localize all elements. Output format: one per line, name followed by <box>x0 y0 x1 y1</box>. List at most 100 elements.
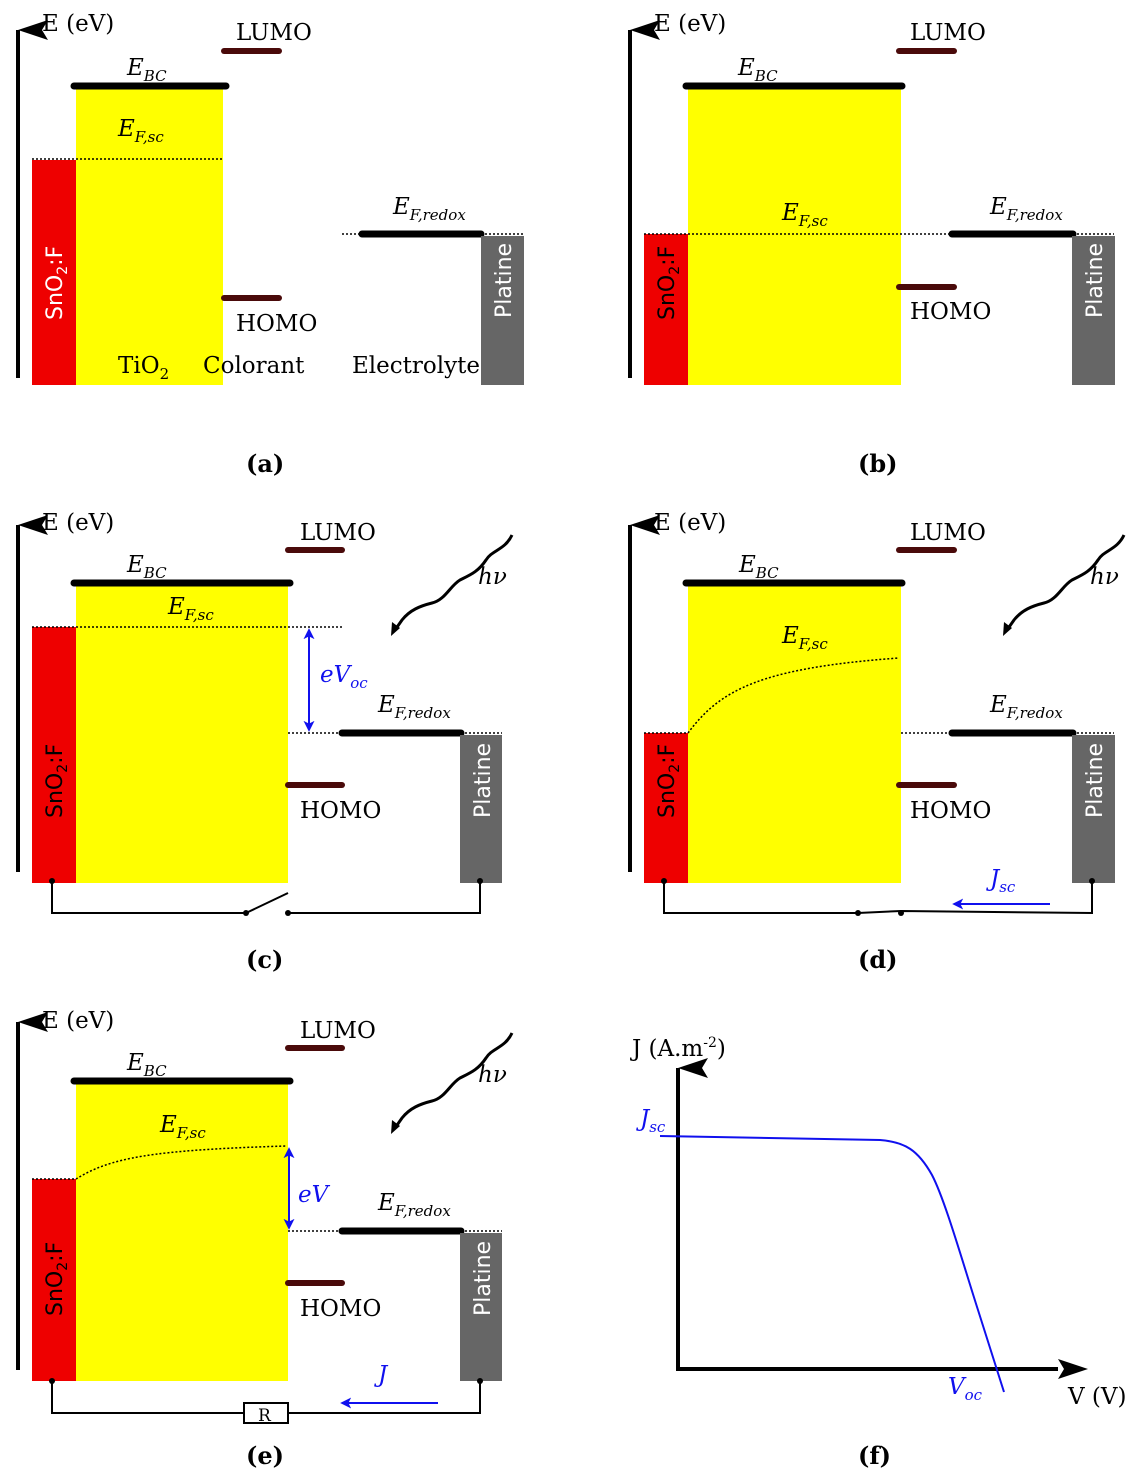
switch-contact-left <box>855 910 861 916</box>
ebc-label: EBC <box>737 55 778 85</box>
panel-a: E (eV) LUMO HOMO EBC EF,sc EF,redox SnO2… <box>16 11 524 478</box>
ebc-label: EBC <box>126 552 167 582</box>
efredox-label: EF,redox <box>989 194 1063 224</box>
homo-label: HOMO <box>300 798 381 824</box>
panel-b: E (eV) LUMO HOMO EBC EF,sc EF,redox SnO2… <box>628 11 1115 478</box>
platine-label: Platine <box>1083 243 1108 318</box>
tio2-layer <box>76 583 288 883</box>
energy-axis-label: E (eV) <box>42 11 114 37</box>
lumo-label: LUMO <box>300 520 376 546</box>
jv-curve <box>659 1135 1005 1393</box>
homo-label: HOMO <box>910 798 991 824</box>
caption-d: (d) <box>858 945 898 974</box>
fto-layer <box>32 627 76 883</box>
platine-label: Platine <box>1083 743 1108 818</box>
external-circuit <box>663 881 1093 915</box>
efsc-label: EF,sc <box>159 1112 206 1142</box>
v-axis-arrowhead <box>1058 1359 1088 1379</box>
v-axis-label: V (V) <box>1067 1384 1126 1410</box>
ebc-label: EBC <box>126 55 167 85</box>
homo-label: HOMO <box>910 299 991 325</box>
efsc-label: EF,sc <box>117 116 164 146</box>
tio2-label: TiO2 <box>118 353 169 383</box>
tio2-layer <box>688 86 901 385</box>
resistor-label: R <box>258 1406 272 1426</box>
efsc-label: EF,sc <box>781 623 828 653</box>
fto-label: SnO2:F <box>655 246 683 320</box>
platine-label: Platine <box>492 243 517 318</box>
platine-electrode <box>1072 236 1115 385</box>
homo-label: HOMO <box>300 1296 381 1322</box>
lumo-label: LUMO <box>300 1018 376 1044</box>
caption-e: (e) <box>246 1441 284 1470</box>
caption-a: (a) <box>246 449 284 478</box>
platine-contact <box>1089 878 1095 884</box>
switch-contact-right <box>285 910 291 916</box>
caption-c: (c) <box>246 945 283 974</box>
switch-contact-left <box>243 910 249 916</box>
fto-layer <box>32 1179 76 1381</box>
ebc-label: EBC <box>738 552 779 582</box>
hnu-label: hν <box>478 564 507 590</box>
homo-label: HOMO <box>236 311 317 337</box>
efredox-label: EF,redox <box>989 692 1063 722</box>
lumo-label: LUMO <box>910 520 986 546</box>
fto-layer <box>32 160 76 385</box>
lumo-label: LUMO <box>910 20 986 46</box>
panel-d: E (eV) LUMO HOMO EBC EF,sc EF,redox hν J… <box>628 510 1126 974</box>
fto-label: SnO2:F <box>43 246 71 320</box>
efsc-label: EF,sc <box>781 200 828 230</box>
fto-label: SnO2:F <box>43 1242 71 1316</box>
energy-axis-label: E (eV) <box>654 11 726 37</box>
ebc-label: EBC <box>126 1050 167 1080</box>
photon-wave <box>1005 534 1126 631</box>
fto-contact <box>49 878 55 884</box>
energy-axis-label: E (eV) <box>42 1008 114 1034</box>
switch-contact-right <box>898 910 904 916</box>
photon-arrowhead <box>391 622 400 636</box>
photon-arrowhead <box>391 1120 400 1134</box>
energy-axis-label: E (eV) <box>654 510 726 536</box>
colorant-label: Colorant <box>203 353 305 379</box>
hnu-label: hν <box>1090 564 1119 590</box>
efredox-label: EF,redox <box>377 1190 451 1220</box>
energy-axis-label: E (eV) <box>42 510 114 536</box>
photon-arrowhead <box>1003 622 1012 636</box>
efredox-label: EF,redox <box>392 194 466 224</box>
ev-label: eV <box>298 1182 331 1208</box>
platine-label: Platine <box>471 743 496 818</box>
open-switch <box>245 892 289 914</box>
j-label: J <box>374 1362 389 1388</box>
platine-label: Platine <box>471 1241 496 1316</box>
platine-electrode <box>460 735 502 883</box>
lumo-label: LUMO <box>236 20 312 46</box>
platine-contact <box>477 878 483 884</box>
fto-contact <box>49 1378 55 1384</box>
fto-layer <box>644 733 688 883</box>
fto-layer <box>644 234 688 385</box>
jsc-label: Jsc <box>986 866 1016 896</box>
external-circuit-left <box>51 1381 244 1414</box>
caption-f: (f) <box>858 1441 891 1470</box>
platine-contact <box>477 1378 483 1384</box>
voc-label: Voc <box>948 1374 983 1404</box>
platine-electrode <box>1072 735 1115 883</box>
photon-wave <box>393 534 514 631</box>
tio2-layer <box>76 1081 288 1381</box>
hnu-label: hν <box>478 1062 507 1088</box>
caption-b: (b) <box>858 449 898 478</box>
external-circuit-left <box>51 881 246 914</box>
fto-label: SnO2:F <box>655 744 683 818</box>
jsc-label: Jsc <box>636 1106 666 1136</box>
tio2-layer <box>688 583 901 883</box>
efsc-label: EF,sc <box>167 594 214 624</box>
fermi-level-sc-bent <box>75 1145 288 1180</box>
external-circuit-right <box>288 1381 481 1414</box>
panel-f-jv-curve: J (A.m-2) V (V) Jsc Voc (f) <box>630 1035 1126 1470</box>
tio2-layer <box>76 86 223 385</box>
fto-label: SnO2:F <box>43 744 71 818</box>
j-axis-label: J (A.m-2) <box>630 1035 726 1062</box>
panel-c: E (eV) LUMO HOMO EBC EF,sc EF,redox eVoc… <box>16 510 514 974</box>
platine-electrode <box>481 236 524 385</box>
efredox-label: EF,redox <box>377 692 451 722</box>
